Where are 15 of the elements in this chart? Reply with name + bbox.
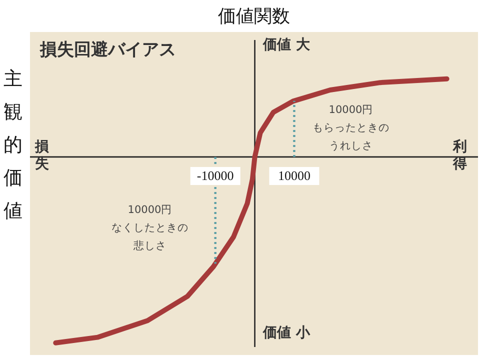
annotation: 10000円	[328, 104, 374, 116]
annotation: もらったときの	[312, 122, 390, 134]
annotation: 利得	[452, 139, 467, 172]
annotation: 10000円	[128, 204, 172, 216]
text: 価値 大	[262, 37, 311, 53]
chart-subtitle: 損失回避バイアス	[39, 40, 176, 60]
annotation: なくしたときの	[112, 222, 188, 234]
x-tick-label: -10000	[196, 168, 234, 183]
chart-title: 価値関数	[218, 6, 290, 27]
annotation: 悲しさ	[132, 239, 166, 252]
annotation: うれしさ	[329, 140, 373, 152]
annotation: 損失	[34, 139, 50, 172]
x-tick-label: 10000	[278, 168, 310, 183]
annotation: 価値 小	[262, 325, 311, 341]
y-axis-title: 主観的価値	[4, 68, 22, 222]
